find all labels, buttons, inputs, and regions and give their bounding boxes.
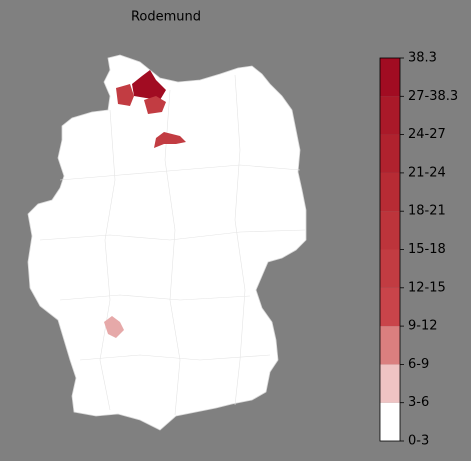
- colorbar-tick-label: 3-6: [408, 395, 429, 410]
- colorbar-segment: [380, 134, 400, 173]
- colorbar-tick-label: 15-18: [408, 242, 446, 257]
- colorbar-tick-label: 12-15: [408, 280, 446, 295]
- germany-map: [27, 54, 307, 431]
- region-highlight: [132, 70, 166, 100]
- colorbar-segment: [380, 211, 400, 250]
- colorbar-segment: [380, 96, 400, 135]
- region-highlight: [144, 96, 166, 114]
- colorbar-tick-label: 0-3: [408, 434, 429, 449]
- region-highlight: [154, 132, 186, 148]
- colorbar-tick-label: 6-9: [408, 357, 429, 372]
- region-highlight: [116, 84, 134, 106]
- colorbar-segment: [380, 249, 400, 288]
- colorbar-segment: [380, 326, 400, 365]
- colorbar-segment: [380, 364, 400, 403]
- colorbar-segment: [380, 172, 400, 212]
- colorbar-segment: [380, 287, 400, 327]
- colorbar-segment: [380, 58, 400, 97]
- colorbar-tick-label: 18-21: [408, 204, 446, 219]
- colorbar-tick-label: 24-27: [408, 127, 446, 142]
- colorbar-tick-label: 27-38.3: [408, 89, 458, 104]
- district-borders: [39, 74, 306, 416]
- colorbar-tick-label: 21-24: [408, 165, 446, 180]
- region-highlight: [104, 316, 124, 338]
- colorbar-tick-label: 9-12: [408, 319, 438, 334]
- colorbar-tick-label: 38.3: [408, 51, 437, 66]
- colorbar-segment: [380, 402, 400, 441]
- country-outline: [27, 54, 307, 431]
- map-title: Rodemund: [131, 10, 201, 25]
- colorbar: 0-3 3-6 6-9 9-12 12-15 15-18 18-21 21-24 24-27 27…: [379, 51, 458, 449]
